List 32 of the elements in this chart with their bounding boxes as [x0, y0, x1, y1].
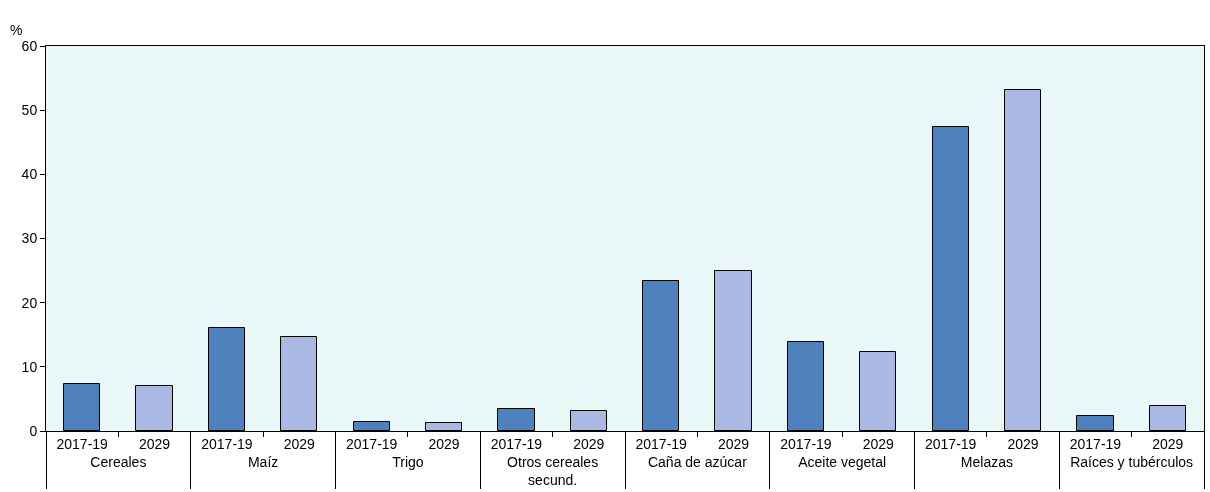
text: 2017-19 [56, 435, 108, 452]
y-tick-label: 50 [21, 102, 38, 119]
y-tick-label: 10 [21, 358, 38, 375]
text: 2029 [1007, 435, 1039, 452]
text: 2029 [573, 435, 605, 452]
x-tick-label: Caña de azúcar [647, 453, 748, 470]
y-tick-label: 40 [21, 166, 38, 183]
series-label: 2029 [138, 435, 171, 452]
x-tick-label: Trigo [392, 453, 424, 470]
text: 2017-19 [345, 435, 398, 452]
y-axis-title: % [10, 22, 23, 38]
x-tick-label: Otros cereales secund. [507, 453, 599, 488]
text: 2029 [717, 435, 750, 452]
series-label: 2017-19 [490, 435, 543, 452]
y-tick-label: 60 [21, 37, 38, 54]
text: 2017-19 [635, 435, 687, 452]
text: 2017-19 [924, 435, 977, 452]
text: 2029 [862, 435, 894, 452]
text: 2029 [428, 435, 460, 452]
y-tick-label: 30 [21, 230, 38, 247]
y-tick-label: 0 [29, 422, 38, 439]
text: 2017-19 [201, 435, 253, 452]
text: 2029 [283, 435, 315, 452]
text: 2029 [1152, 435, 1184, 452]
x-tick-label: Melazas [960, 453, 1013, 470]
text: 2017-19 [1069, 435, 1122, 452]
x-tick-label: Raíces y tubérculos [1070, 453, 1194, 470]
x-tick-label: Maíz [247, 453, 279, 470]
text: 2017-19 [780, 435, 832, 452]
x-tick-label: Cereales [90, 453, 147, 470]
x-tick-label: Aceite vegetal [798, 453, 887, 470]
y-tick-label: 20 [21, 294, 38, 311]
